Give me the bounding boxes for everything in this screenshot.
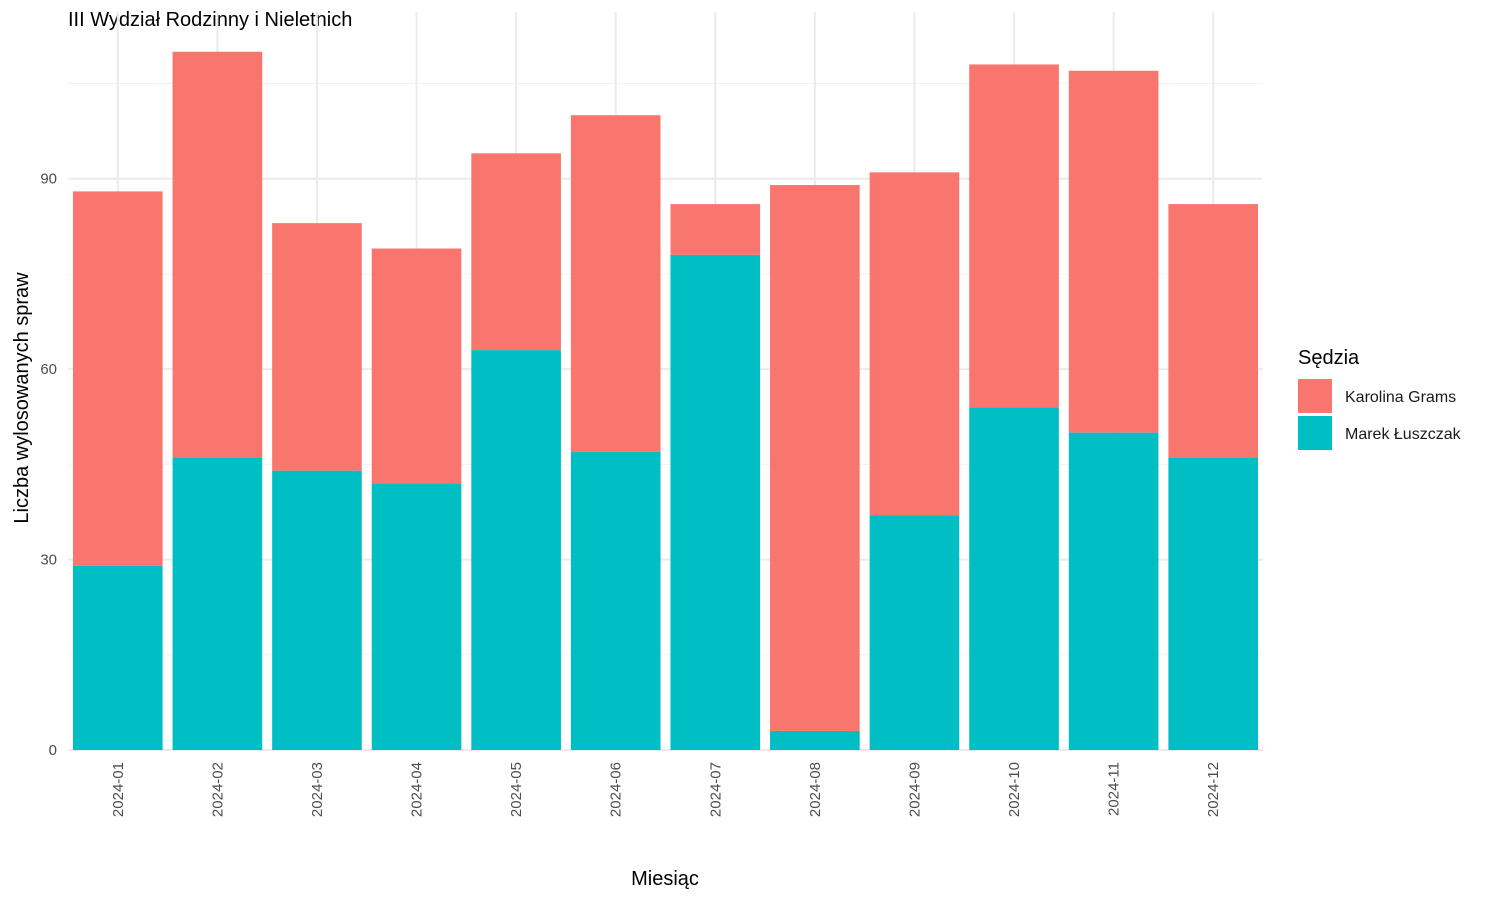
y-axis: 0 30 60 90 bbox=[40, 171, 57, 759]
x-tick-label: 2024-10 bbox=[1006, 762, 1023, 817]
bars bbox=[72, 51, 1259, 750]
x-tick-label: 2024-04 bbox=[409, 762, 426, 817]
bar-segment bbox=[1068, 70, 1159, 433]
bar-segment bbox=[1168, 458, 1259, 750]
legend-title: Sędzia bbox=[1298, 347, 1360, 369]
bar-segment bbox=[471, 153, 561, 351]
bar-segment bbox=[272, 470, 362, 750]
x-tick-label: 2024-09 bbox=[906, 762, 923, 817]
y-tick-label: 90 bbox=[40, 171, 57, 188]
bar-segment bbox=[570, 451, 661, 750]
x-tick-label: 2024-03 bbox=[309, 762, 326, 817]
bar-segment bbox=[72, 191, 163, 566]
x-tick-label: 2024-01 bbox=[110, 762, 127, 817]
bar-segment bbox=[371, 248, 462, 484]
bar-segment bbox=[172, 51, 263, 458]
legend: Sędzia Karolina Grams Marek Łuszczak bbox=[1298, 347, 1462, 450]
bar-segment bbox=[969, 407, 1059, 750]
bar-segment bbox=[371, 483, 462, 750]
x-tick-label: 2024-12 bbox=[1205, 762, 1222, 817]
x-tick-label: 2024-05 bbox=[508, 762, 525, 817]
x-axis: 2024-01 2024-02 2024-03 2024-04 2024-05 2024-… bbox=[110, 762, 1222, 817]
bar-segment bbox=[770, 730, 860, 750]
legend-label: Marek Łuszczak bbox=[1345, 426, 1462, 443]
bar-segment bbox=[969, 64, 1059, 408]
bar-segment bbox=[869, 515, 960, 750]
legend-label: Karolina Grams bbox=[1345, 389, 1456, 406]
x-axis-title: Miesiąc bbox=[631, 868, 699, 890]
y-tick-label: 30 bbox=[40, 552, 57, 569]
y-tick-label: 60 bbox=[40, 361, 57, 378]
bar-segment bbox=[272, 223, 362, 471]
bar-segment bbox=[1068, 432, 1159, 750]
bar-segment bbox=[670, 254, 761, 750]
legend-key bbox=[1298, 379, 1332, 413]
x-tick-label: 2024-08 bbox=[807, 762, 824, 817]
x-tick-label: 2024-07 bbox=[707, 762, 724, 817]
x-tick-label: 2024-11 bbox=[1106, 762, 1123, 816]
chart-title: III Wydział Rodzinny i Nieletnich bbox=[68, 9, 352, 31]
y-tick-label: 0 bbox=[49, 742, 57, 759]
bar-segment bbox=[72, 565, 163, 750]
bar-segment bbox=[570, 115, 661, 452]
bar-segment bbox=[770, 185, 860, 731]
bar-segment bbox=[1168, 204, 1259, 458]
bar-segment bbox=[670, 204, 761, 255]
bar-segment bbox=[869, 172, 960, 516]
bar-segment bbox=[471, 350, 561, 750]
x-tick-label: 2024-06 bbox=[608, 762, 625, 817]
y-axis-title: Liczba wylosowanych spraw bbox=[11, 272, 33, 524]
legend-key bbox=[1298, 416, 1332, 450]
bar-segment bbox=[172, 458, 263, 750]
x-tick-label: 2024-02 bbox=[209, 762, 226, 817]
